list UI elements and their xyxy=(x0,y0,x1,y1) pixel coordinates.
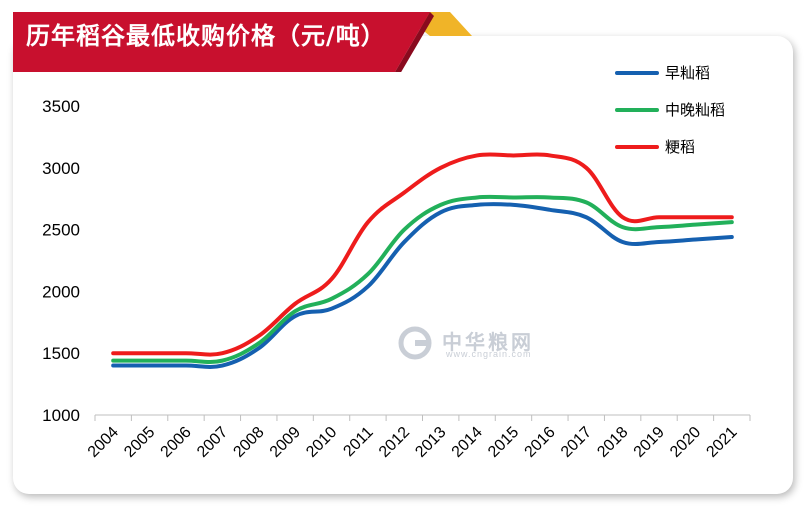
watermark: 中华粮网 www.cngrain.com xyxy=(398,326,534,360)
x-tick-label: 2014 xyxy=(449,424,486,461)
watermark-text: 中华粮网 xyxy=(442,330,534,354)
y-tick-label: 2000 xyxy=(42,282,80,301)
title-banner xyxy=(13,12,472,72)
x-tick-label: 2007 xyxy=(194,424,231,461)
x-tick-label: 2021 xyxy=(703,424,740,461)
x-tick-label: 2010 xyxy=(303,424,340,461)
legend-label: 粳稻 xyxy=(665,138,695,156)
axes xyxy=(94,414,751,421)
x-tick-label: 2013 xyxy=(412,424,449,461)
x-tick-label: 2017 xyxy=(558,424,595,461)
y-axis-ticks: 1000 1500 2000 2500 3000 3500 xyxy=(42,97,80,425)
banner-shadow-fold xyxy=(395,12,434,72)
x-tick-label: 2015 xyxy=(485,424,522,461)
x-tick-label: 2020 xyxy=(667,424,704,461)
legend-label: 早籼稻 xyxy=(665,64,710,82)
series-line-early-indica xyxy=(111,202,734,369)
banner-red-ribbon xyxy=(13,12,430,72)
watermark-sub: www.cngrain.com xyxy=(445,349,532,359)
series-line-mid-late-indica xyxy=(111,194,734,364)
x-tick-label: 2011 xyxy=(340,424,376,460)
chart-card xyxy=(13,36,793,494)
x-tick-label: 2006 xyxy=(158,424,195,461)
watermark-logo xyxy=(398,326,432,360)
chart-title: 历年稻谷最低收购价格（元/吨） xyxy=(26,22,386,50)
x-tick-label: 2005 xyxy=(121,424,158,461)
x-tick-label: 2008 xyxy=(230,424,267,461)
x-tick-label: 2016 xyxy=(522,424,559,461)
legend-label: 中晚籼稻 xyxy=(665,101,725,119)
y-tick-label: 3500 xyxy=(42,97,80,116)
x-tick-label: 2012 xyxy=(376,424,413,461)
x-tick-label: 2009 xyxy=(267,424,304,461)
y-tick-label: 1000 xyxy=(42,406,80,425)
y-tick-label: 3000 xyxy=(42,159,80,178)
x-tick-label: 2019 xyxy=(631,424,668,461)
series-line-japonica xyxy=(111,152,734,357)
x-tick-label: 2004 xyxy=(85,424,122,461)
x-axis-ticks: 2004 2005 2006 2007 2008 2009 2010 2011 2012 2013… xyxy=(85,424,741,461)
y-tick-label: 1500 xyxy=(42,344,80,363)
x-tick-label: 2018 xyxy=(594,424,631,461)
y-tick-label: 2500 xyxy=(42,221,80,240)
series-lines xyxy=(111,152,734,369)
